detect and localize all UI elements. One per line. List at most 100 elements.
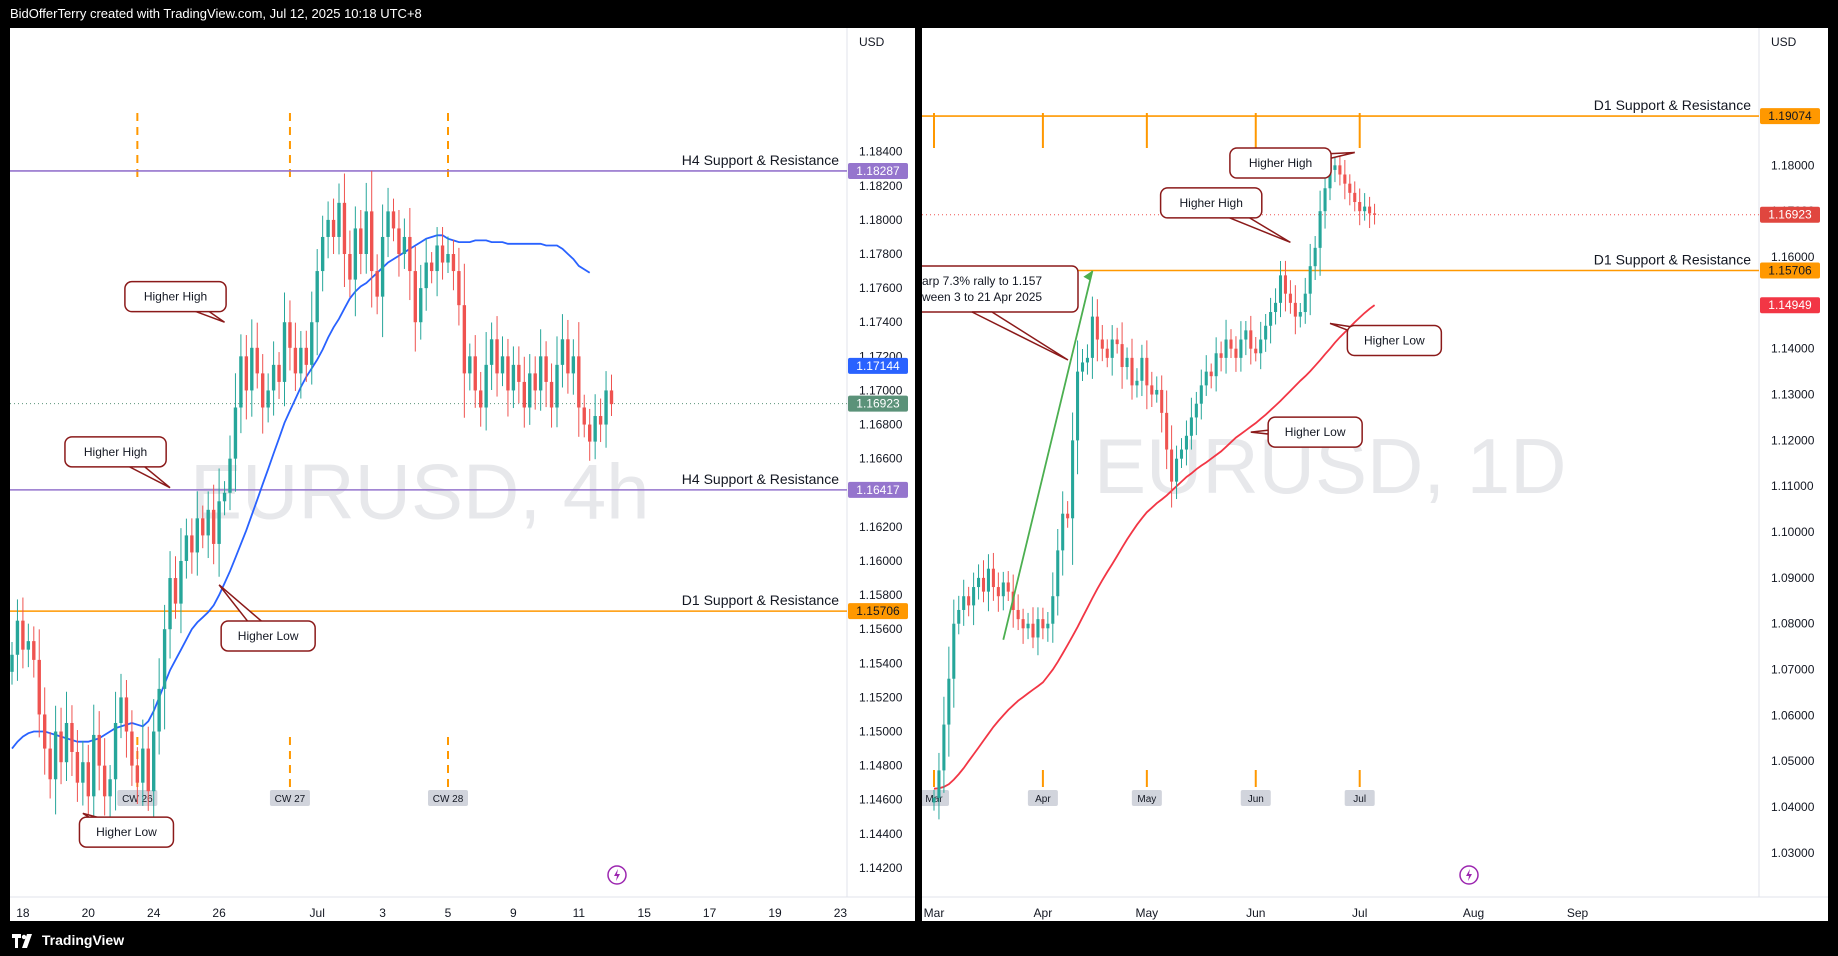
candle-body bbox=[1100, 339, 1104, 349]
candle-body bbox=[1313, 247, 1317, 267]
candle-body bbox=[1234, 348, 1238, 358]
candle-body bbox=[81, 762, 85, 783]
y-tick-label: 1.15400 bbox=[859, 656, 903, 670]
month-badge bbox=[1027, 790, 1058, 806]
candle-body bbox=[326, 219, 330, 237]
candle-body bbox=[996, 587, 1000, 597]
x-tick-label: 3 bbox=[379, 906, 386, 920]
level-label: D1 Support & Resistance bbox=[682, 592, 839, 608]
candle-body bbox=[942, 724, 946, 771]
candle-body bbox=[124, 697, 129, 732]
candle-body bbox=[1090, 316, 1094, 358]
candle-body bbox=[59, 731, 63, 763]
level-price-tag-text: 1.15706 bbox=[856, 604, 900, 618]
candle-body bbox=[549, 381, 554, 408]
candle-body bbox=[1179, 449, 1184, 459]
candle-body bbox=[364, 211, 368, 255]
candle-body bbox=[1308, 266, 1312, 294]
candle-body bbox=[1209, 371, 1213, 377]
chart-panel-eurusd-1d[interactable]: EURUSD, 1DUSD1.180001.170001.160001.1500… bbox=[922, 28, 1828, 921]
y-tick-label: 1.17400 bbox=[859, 315, 903, 329]
price-tag bbox=[848, 357, 908, 374]
candle-body bbox=[1110, 339, 1114, 358]
x-tick-label: 11 bbox=[573, 906, 586, 920]
candle-body bbox=[506, 356, 510, 391]
candle-body bbox=[577, 356, 581, 408]
candle-body bbox=[986, 568, 990, 592]
y-tick-label: 1.12000 bbox=[1771, 433, 1815, 447]
candle-body bbox=[451, 254, 456, 272]
month-badge bbox=[1344, 790, 1375, 806]
candle-body bbox=[408, 236, 412, 272]
x-tick-label: 23 bbox=[834, 906, 848, 920]
rally-note-line1: arp 7.3% rally to 1.157 bbox=[922, 274, 1042, 288]
candle-body bbox=[48, 748, 52, 780]
candle-body bbox=[937, 770, 941, 798]
y-tick-label: 1.09000 bbox=[1771, 571, 1815, 585]
y-tick-label: 1.08000 bbox=[1771, 617, 1815, 631]
candle-body bbox=[462, 305, 467, 374]
candle-body bbox=[991, 568, 995, 588]
y-tick-label: 1.16600 bbox=[859, 452, 903, 466]
y-tick-label: 1.17000 bbox=[859, 383, 903, 397]
candle-body bbox=[119, 697, 123, 723]
week-badge-label: CW 28 bbox=[433, 794, 464, 805]
candle-body bbox=[957, 609, 961, 624]
level-price-tag-text: 1.16417 bbox=[856, 483, 900, 497]
candle-body bbox=[92, 734, 96, 797]
price-tag bbox=[1760, 297, 1820, 314]
chart-panel-eurusd-4h[interactable]: EURUSD, 4h USD 1.18400 1.18200 1.18000 1.1780… bbox=[10, 28, 915, 921]
x-tick-label: Sep bbox=[1567, 906, 1589, 920]
candle-body bbox=[271, 364, 276, 391]
candle-body bbox=[419, 288, 423, 323]
candle-body bbox=[157, 688, 161, 732]
price-tag bbox=[848, 395, 908, 412]
y-tick-label: 1.15800 bbox=[859, 588, 903, 602]
candle-body bbox=[162, 629, 167, 689]
candle-body bbox=[380, 236, 385, 297]
candle-body bbox=[1036, 619, 1040, 638]
candle-body bbox=[495, 339, 499, 374]
candle-body bbox=[582, 407, 586, 425]
candle-body bbox=[981, 577, 986, 592]
candle-body bbox=[1229, 339, 1233, 349]
candle-body bbox=[1150, 385, 1154, 395]
candle-body bbox=[217, 501, 221, 544]
candle-body bbox=[1298, 312, 1302, 317]
chart-4h-svg[interactable]: EURUSD, 4h USD 1.18400 1.18200 1.18000 1.1780… bbox=[10, 28, 915, 921]
candle-body bbox=[555, 364, 559, 408]
chart-1d-svg[interactable]: EURUSD, 1DUSD1.180001.170001.160001.1500… bbox=[922, 28, 1828, 921]
candle-body bbox=[484, 364, 488, 408]
candle-body bbox=[108, 779, 112, 797]
candle-body bbox=[288, 322, 292, 348]
candle-body bbox=[1026, 623, 1030, 629]
candle-body bbox=[1204, 371, 1208, 386]
candle-body bbox=[391, 211, 396, 229]
candle-body bbox=[1155, 389, 1159, 395]
candle-body bbox=[1224, 339, 1228, 358]
candle-body bbox=[43, 714, 47, 749]
candle-body bbox=[1288, 293, 1292, 303]
candle-body bbox=[1254, 348, 1258, 354]
candle-body bbox=[146, 748, 150, 792]
x-tick-label: Aug bbox=[1463, 906, 1484, 920]
candle-body bbox=[424, 262, 428, 289]
candle-body bbox=[500, 356, 505, 374]
level-price-tag-text: 1.15706 bbox=[1768, 263, 1812, 277]
y-tick-label: 1.10000 bbox=[1771, 525, 1815, 539]
currency-label: USD bbox=[1771, 35, 1797, 49]
candle-body bbox=[440, 245, 445, 263]
x-tick-label: Jun bbox=[1246, 906, 1265, 920]
callout-box bbox=[78, 816, 175, 848]
candle-body bbox=[1125, 357, 1129, 368]
candle-body bbox=[261, 373, 265, 408]
candle-body bbox=[1239, 339, 1243, 358]
candle-body bbox=[1001, 582, 1005, 597]
candle-body bbox=[1135, 380, 1139, 386]
y-tick-label: 1.04000 bbox=[1771, 800, 1815, 814]
candle-body bbox=[1264, 325, 1268, 340]
candle-body bbox=[337, 202, 341, 237]
x-tick-label: 18 bbox=[16, 906, 30, 920]
callout-box bbox=[1267, 416, 1363, 448]
candle-body bbox=[244, 356, 249, 391]
